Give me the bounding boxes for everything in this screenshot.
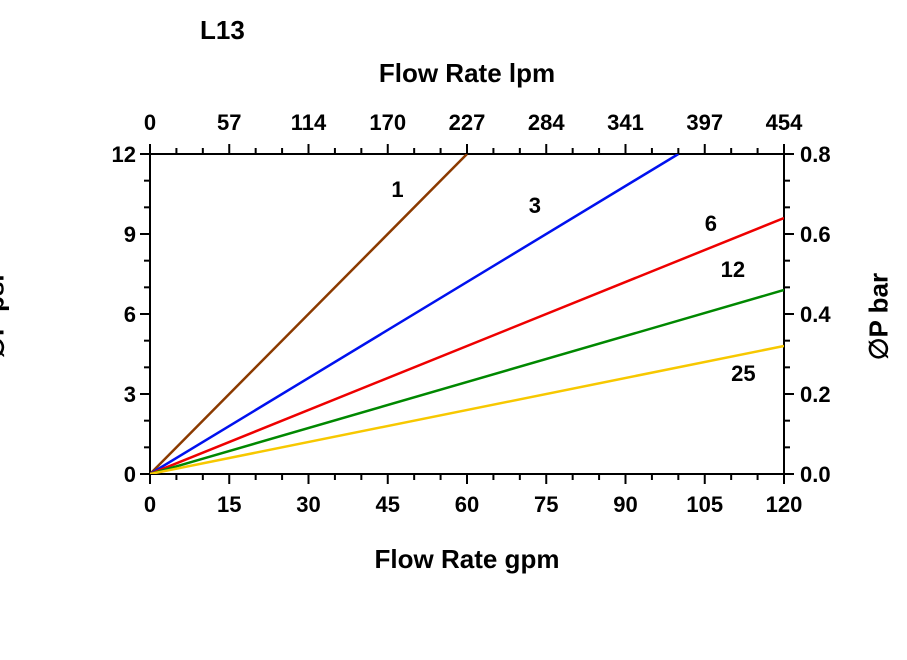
tick-label: 6	[88, 302, 136, 328]
tick-label: 120	[754, 492, 814, 518]
left-y-axis-label: ∅P psi	[0, 217, 11, 417]
tick-label: 0.6	[800, 222, 848, 248]
tick-label: 90	[596, 492, 656, 518]
tick-label: 0.2	[800, 382, 848, 408]
series-label-25: 25	[731, 361, 755, 387]
chart-container: { "chart": { "type": "line", "title_l13"…	[0, 0, 907, 660]
tick-label: 30	[279, 492, 339, 518]
tick-label: 284	[516, 110, 576, 136]
series-line-6	[150, 218, 784, 474]
tick-label: 170	[358, 110, 418, 136]
series-label-3: 3	[501, 193, 541, 219]
tick-label: 45	[358, 492, 418, 518]
tick-label: 0.0	[800, 462, 848, 488]
series-label-12: 12	[721, 257, 745, 283]
tick-label: 0	[120, 492, 180, 518]
series-label-6: 6	[705, 211, 717, 237]
series-label-1: 1	[364, 177, 404, 203]
tick-label: 341	[596, 110, 656, 136]
tick-label: 105	[675, 492, 735, 518]
tick-label: 397	[675, 110, 735, 136]
tick-label: 12	[88, 142, 136, 168]
tick-label: 454	[754, 110, 814, 136]
tick-label: 60	[437, 492, 497, 518]
tick-label: 0.8	[800, 142, 848, 168]
tick-label: 9	[88, 222, 136, 248]
tick-label: 57	[199, 110, 259, 136]
tick-label: 114	[279, 110, 339, 136]
plot-area	[70, 74, 864, 554]
series-line-12	[150, 290, 784, 474]
tick-label: 0	[88, 462, 136, 488]
tick-label: 15	[199, 492, 259, 518]
chart-title-l13: L13	[200, 15, 245, 46]
series-line-3	[150, 154, 678, 474]
tick-label: 75	[516, 492, 576, 518]
tick-label: 0	[120, 110, 180, 136]
right-y-axis-label: ∅P bar	[864, 217, 895, 417]
tick-label: 227	[437, 110, 497, 136]
series-line-25	[150, 346, 784, 474]
series-line-1	[150, 154, 467, 474]
tick-label: 3	[88, 382, 136, 408]
tick-label: 0.4	[800, 302, 848, 328]
